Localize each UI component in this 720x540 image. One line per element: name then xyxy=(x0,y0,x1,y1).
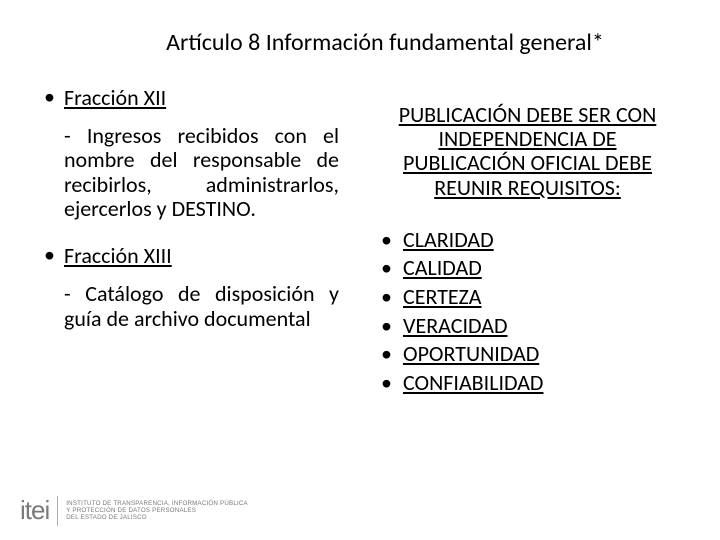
req-text: CERTEZA xyxy=(403,283,481,312)
right-column: PUBLICACIÓN DEBE SER CON INDEPENDENCIA D… xyxy=(375,85,680,397)
logo-separator xyxy=(57,496,58,526)
bullet-icon: • xyxy=(375,254,403,283)
fraccion-13-body: - Catálogo de disposición y guía de arch… xyxy=(64,282,345,330)
right-heading: PUBLICACIÓN DEBE SER CON INDEPENDENCIA D… xyxy=(375,103,680,200)
req-text: CALIDAD xyxy=(403,254,482,283)
fraccion-12-body: - Ingresos recibidos con el nombre del r… xyxy=(64,124,345,221)
list-item: • OPORTUNIDAD xyxy=(375,340,680,369)
bullet-icon: • xyxy=(375,340,403,369)
fraccion-13-item: • Fracción XIII xyxy=(40,243,345,268)
req-text: OPORTUNIDAD xyxy=(403,340,539,369)
req-text: CONFIABILIDAD xyxy=(403,369,543,398)
bullet-icon: • xyxy=(40,243,64,268)
bullet-icon: • xyxy=(375,226,403,255)
bullet-icon: • xyxy=(375,312,403,341)
req-text: VERACIDAD xyxy=(403,312,508,341)
list-item: • CALIDAD xyxy=(375,254,680,283)
logo-caption: INSTITUTO DE TRANSPARENCIA, INFORMACIÓN … xyxy=(66,500,248,521)
list-item: • CLARIDAD xyxy=(375,226,680,255)
list-item: • CERTEZA xyxy=(375,283,680,312)
slide: Artículo 8 Información fundamental gener… xyxy=(0,0,720,540)
list-item: • CONFIABILIDAD xyxy=(375,369,680,398)
bullet-icon: • xyxy=(375,369,403,398)
logo-line-3: DEL ESTADO DE JALISCO xyxy=(66,514,248,521)
slide-title: Artículo 8 Información fundamental gener… xyxy=(40,28,680,57)
bullet-icon: • xyxy=(375,283,403,312)
fraccion-12-label: Fracción XII xyxy=(64,85,345,110)
logo-line-1: INSTITUTO DE TRANSPARENCIA, INFORMACIÓN … xyxy=(66,500,248,507)
req-text: CLARIDAD xyxy=(403,226,494,255)
logo-mark: itei xyxy=(20,495,49,526)
fraccion-13-label: Fracción XIII xyxy=(64,243,345,268)
content-columns: • Fracción XII - Ingresos recibidos con … xyxy=(40,85,680,397)
requirements-list: • CLARIDAD • CALIDAD • CERTEZA • VERACID… xyxy=(375,226,680,398)
fraccion-12-item: • Fracción XII xyxy=(40,85,345,110)
list-item: • VERACIDAD xyxy=(375,312,680,341)
left-column: • Fracción XII - Ingresos recibidos con … xyxy=(40,85,345,397)
footer-logo: itei INSTITUTO DE TRANSPARENCIA, INFORMA… xyxy=(20,495,248,526)
logo-line-2: Y PROTECCIÓN DE DATOS PERSONALES xyxy=(66,507,248,514)
bullet-icon: • xyxy=(40,85,64,110)
